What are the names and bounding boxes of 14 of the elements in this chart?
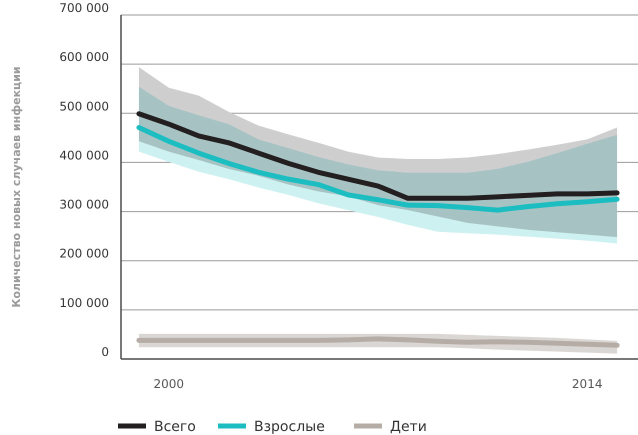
legend-label: Взрослые (254, 419, 325, 435)
y-tick-label: 0 (101, 345, 109, 359)
legend-label: Всего (154, 419, 196, 435)
legend-label: Дети (390, 419, 427, 435)
y-tick-label: 700 000 (59, 1, 109, 15)
y-tick-label: 500 000 (59, 99, 109, 114)
y-tick-label: 100 000 (59, 296, 109, 310)
y-tick-label: 300 000 (59, 198, 109, 212)
y-tick-label: 400 000 (59, 148, 109, 162)
y-tick-label: 200 000 (59, 246, 109, 261)
x-tick-label: 2014 (572, 377, 602, 391)
y-axis-title: Количество новых случаев инфекции (10, 66, 23, 308)
y-tick-label: 600 000 (59, 50, 109, 64)
x-tick-label: 2000 (154, 377, 184, 391)
